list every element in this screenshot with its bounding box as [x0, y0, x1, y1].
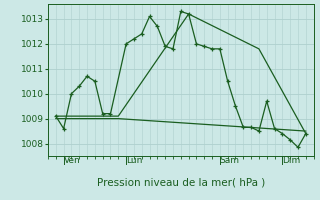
Text: Ven: Ven [64, 156, 80, 165]
Text: Sam: Sam [220, 156, 240, 165]
Text: Lun: Lun [126, 156, 142, 165]
X-axis label: Pression niveau de la mer( hPa ): Pression niveau de la mer( hPa ) [97, 177, 265, 187]
Text: Dim: Dim [282, 156, 300, 165]
